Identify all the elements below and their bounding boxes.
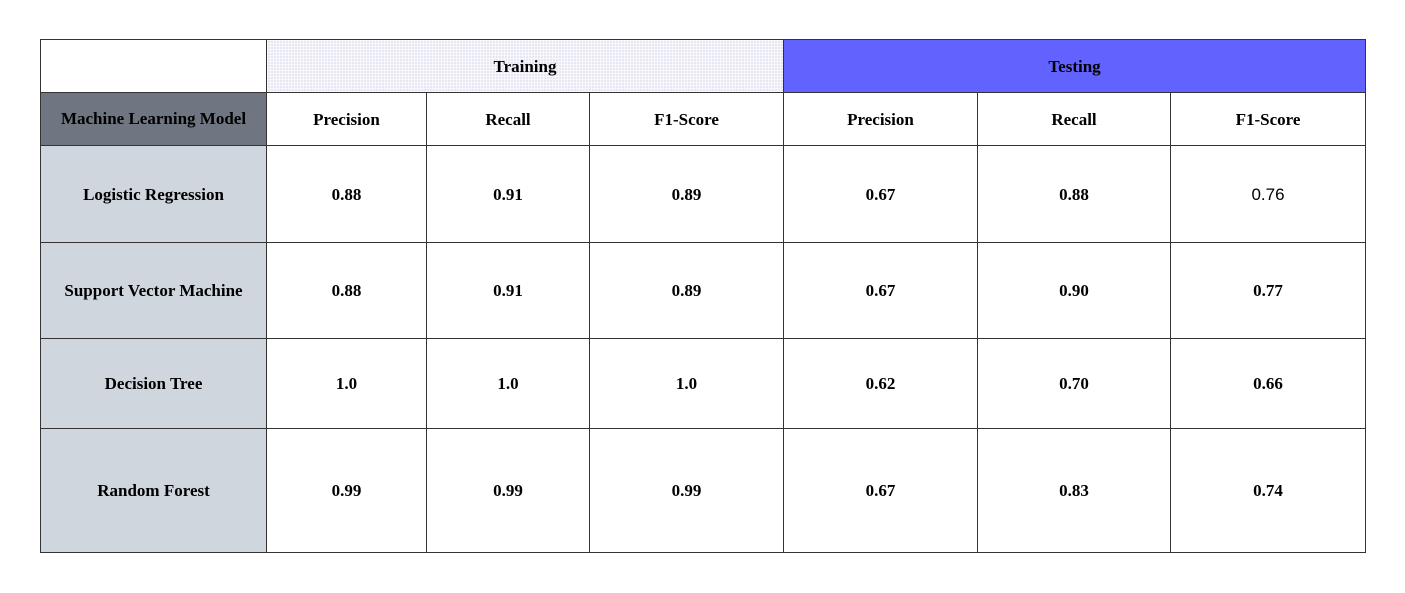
- value-cell: 0.62: [783, 338, 978, 429]
- value-cell: 0.91: [426, 242, 590, 339]
- metric-header-row: Machine Learning Model Precision Recall …: [40, 92, 1367, 146]
- value-cell: 0.74: [1169, 428, 1367, 553]
- model-name-cell: Random Forest: [40, 428, 267, 553]
- group-header-row: Training Testing: [40, 39, 1367, 93]
- model-metrics-table: Training Testing Machine Learning Model …: [40, 39, 1367, 553]
- model-name-cell: Logistic Regression: [40, 145, 267, 243]
- value-cell: 0.91: [426, 145, 590, 243]
- value-cell: 0.88: [266, 145, 427, 243]
- testing-f1-header: F1-Score: [1169, 92, 1367, 146]
- testing-precision-header: Precision: [783, 92, 978, 146]
- value-cell: 0.66: [1169, 338, 1367, 429]
- results-table-container: Training Testing Machine Learning Model …: [40, 39, 1367, 553]
- value-cell: 0.67: [783, 428, 978, 553]
- value-cell: 0.88: [977, 145, 1171, 243]
- testing-recall-header: Recall: [977, 92, 1171, 146]
- model-name-cell: Support Vector Machine: [40, 242, 267, 339]
- training-recall-header: Recall: [426, 92, 590, 146]
- value-cell: 0.76: [1169, 145, 1367, 243]
- value-cell: 0.67: [783, 145, 978, 243]
- model-column-header: Machine Learning Model: [40, 92, 267, 146]
- value-cell: 1.0: [266, 338, 427, 429]
- value-cell: 0.99: [266, 428, 427, 553]
- value-cell: 0.90: [977, 242, 1171, 339]
- training-group-header: Training: [266, 39, 784, 93]
- value-cell: 0.99: [426, 428, 590, 553]
- value-cell: 0.88: [266, 242, 427, 339]
- value-cell: 0.77: [1169, 242, 1367, 339]
- value-cell: 0.70: [977, 338, 1171, 429]
- value-cell: 0.99: [589, 428, 784, 553]
- table-row: Logistic Regression 0.88 0.91 0.89 0.67 …: [40, 145, 1367, 243]
- table-row: Support Vector Machine 0.88 0.91 0.89 0.…: [40, 242, 1367, 339]
- value-cell: 0.83: [977, 428, 1171, 553]
- value-cell: 0.67: [783, 242, 978, 339]
- value-cell: 1.0: [589, 338, 784, 429]
- training-f1-header: F1-Score: [589, 92, 784, 146]
- testing-group-header: Testing: [782, 39, 1367, 93]
- value-cell: 0.89: [589, 242, 784, 339]
- corner-cell: [40, 39, 267, 93]
- model-name-cell: Decision Tree: [40, 338, 267, 429]
- table-row: Random Forest 0.99 0.99 0.99 0.67 0.83 0…: [40, 428, 1367, 553]
- value-cell: 0.89: [589, 145, 784, 243]
- training-precision-header: Precision: [266, 92, 427, 146]
- value-cell: 1.0: [426, 338, 590, 429]
- table-row: Decision Tree 1.0 1.0 1.0 0.62 0.70 0.66: [40, 338, 1367, 429]
